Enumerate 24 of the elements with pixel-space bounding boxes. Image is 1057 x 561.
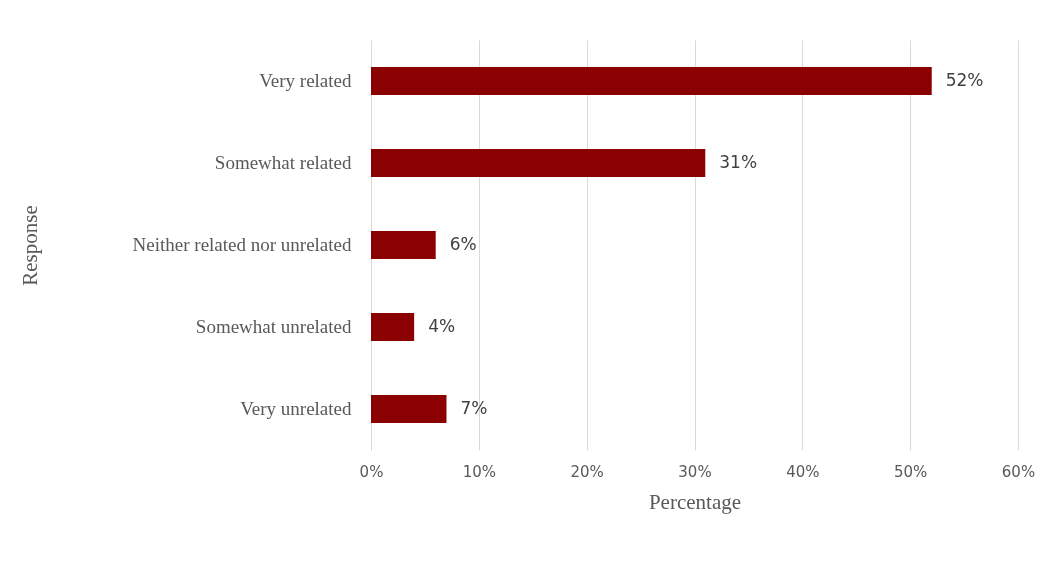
y-tick-label: Very unrelated	[240, 398, 352, 419]
data-label: 4%	[428, 316, 456, 336]
y-tick-label: Somewhat unrelated	[195, 316, 352, 337]
data-label: 31%	[719, 152, 758, 172]
bar	[371, 149, 706, 177]
x-axis-title: Percentage	[648, 489, 742, 514]
x-tick-label: 30%	[678, 462, 712, 481]
y-axis-title: Response	[17, 205, 42, 286]
x-tick-label: 20%	[570, 462, 604, 481]
x-tick-label: 0%	[359, 462, 384, 481]
y-tick-label: Neither related nor unrelated	[132, 234, 352, 255]
y-tick-label: Very related	[259, 70, 352, 91]
bar	[371, 313, 415, 341]
data-label: 6%	[449, 234, 477, 254]
x-tick-label: 50%	[893, 462, 928, 481]
data-label: 52%	[945, 70, 984, 90]
x-tick-label: 40%	[786, 462, 820, 481]
data-label: 7%	[460, 398, 488, 418]
bar	[371, 67, 932, 95]
y-tick-label: Somewhat related	[214, 152, 352, 173]
x-tick-label: 60%	[1001, 462, 1036, 481]
x-tick-label: 10%	[462, 462, 497, 481]
bar	[371, 231, 436, 259]
bar	[371, 395, 447, 423]
